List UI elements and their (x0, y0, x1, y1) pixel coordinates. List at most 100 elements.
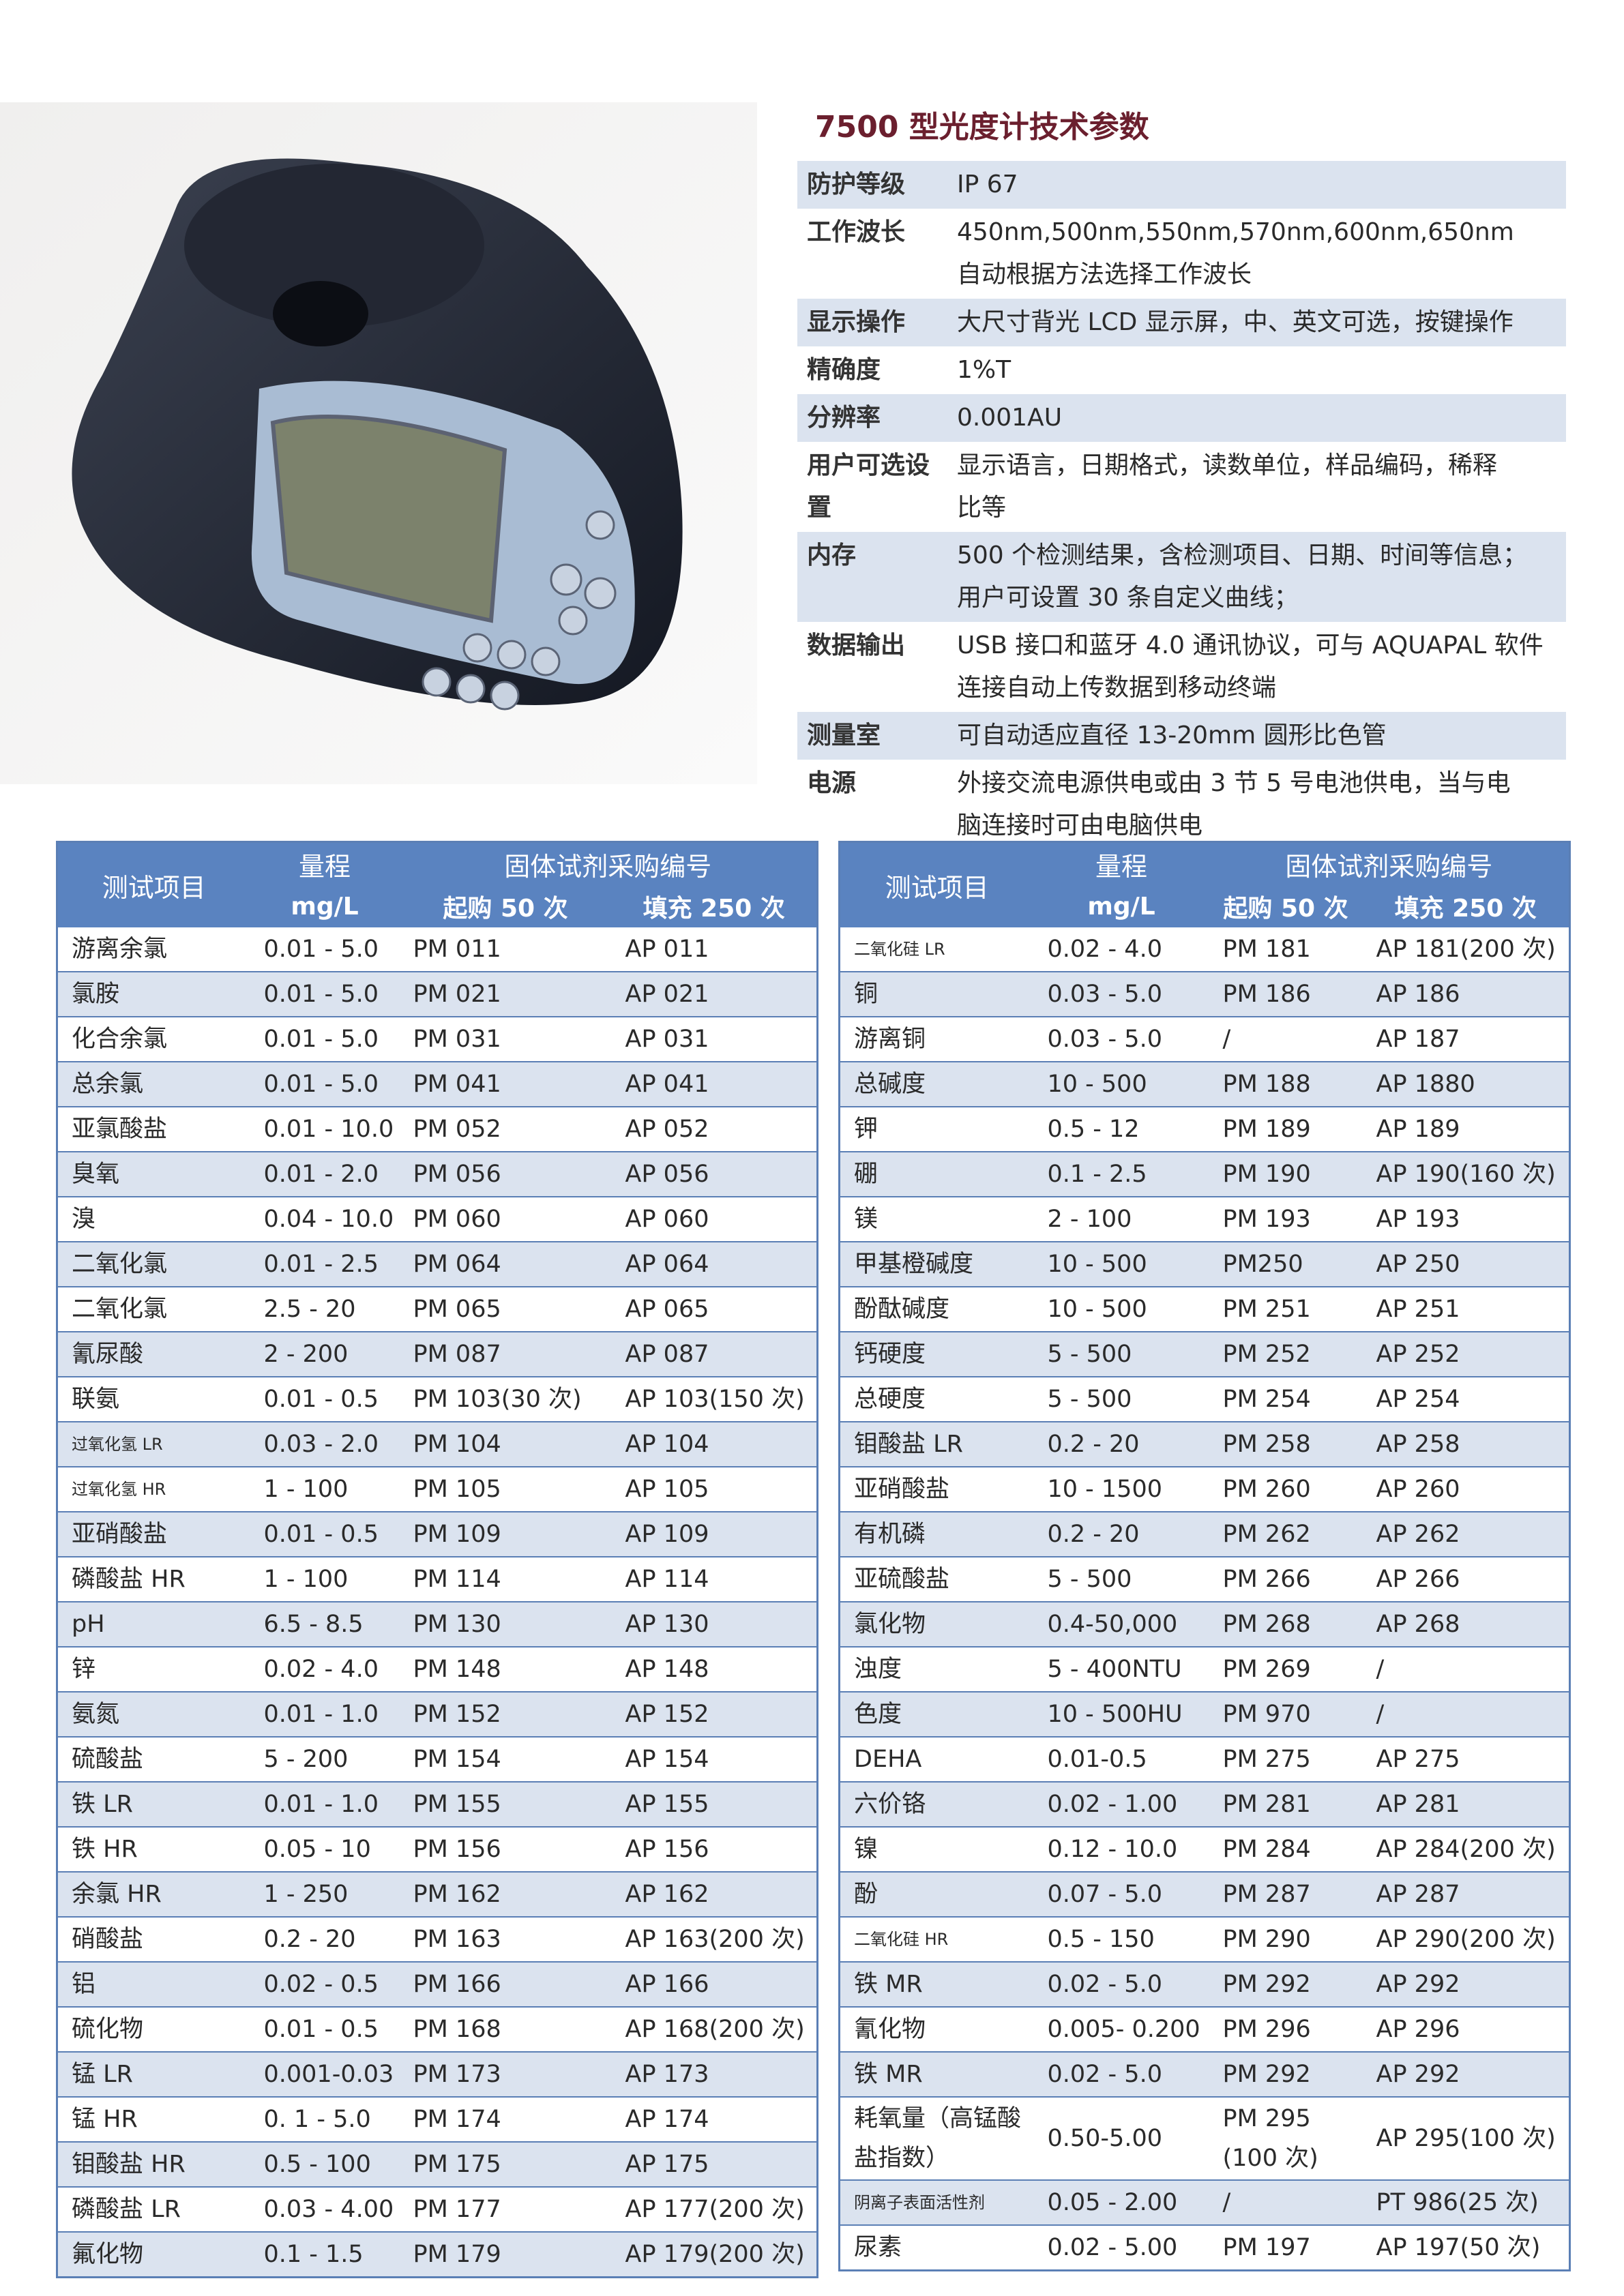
spec-line: 1%T (957, 356, 1012, 384)
start-code: PM 155 (399, 1782, 612, 1828)
refill-code: AP 295(100 次) (1362, 2097, 1570, 2181)
spec-row: 工作波长 450nm,500nm,550nm,570nm,600nm,650nm 自… (797, 209, 1566, 299)
spec-value: 500 个检测结果，含检测项目、日期、时间等信息； 用户可设置 30 条自定义曲线… (947, 532, 1566, 622)
start-code: PM 260 (1209, 1467, 1363, 1512)
start-code: PM 103(30 次) (399, 1377, 612, 1422)
table-row: 总余氯 0.01 - 5.0 PM 041 AP 041 (57, 1062, 818, 1107)
range: 0.1 - 2.5 (1033, 1152, 1209, 1197)
item-name: 六价铬 (839, 1782, 1034, 1828)
item-name: 尿素 (839, 2225, 1034, 2271)
range: 6.5 - 8.5 (250, 1602, 400, 1648)
refill-code: AP 262 (1362, 1512, 1570, 1557)
item-name: 硫化物 (57, 2007, 250, 2053)
refill-code: AP 258 (1362, 1422, 1570, 1467)
table-row: 磷酸盐 HR 1 - 100 PM 114 AP 114 (57, 1557, 818, 1602)
range: 0.50-5.00 (1033, 2097, 1209, 2181)
start-code: PM 152 (399, 1692, 612, 1738)
start-code: PM 281 (1209, 1782, 1363, 1828)
product-photo (0, 102, 757, 784)
range: 0.01 - 5.0 (250, 927, 400, 972)
start-code: PM 266 (1209, 1557, 1363, 1602)
range: 10 - 500 (1033, 1062, 1209, 1107)
spec-line: 脑连接时可由电脑供电 (957, 811, 1203, 839)
start-code: PM 162 (399, 1872, 612, 1918)
start-code: PM 188 (1209, 1062, 1363, 1107)
header-refill: 填充 250 次 (611, 885, 818, 927)
item-name: 溴 (57, 1197, 250, 1242)
start-code: PM 168 (399, 2007, 612, 2053)
item-name: 总硬度 (839, 1377, 1034, 1422)
start-code: PM 251 (1209, 1287, 1363, 1332)
header-unit: mg/L (1033, 885, 1209, 927)
table-row: 氟化物 0.1 - 1.5 PM 179 AP 179(200 次) (57, 2232, 818, 2278)
item-name: 钼酸盐 LR (839, 1422, 1034, 1467)
range: 0.05 - 10 (250, 1827, 400, 1873)
table-row: 钾 0.5 - 12 PM 189 AP 189 (839, 1107, 1570, 1152)
item-name: 氰化物 (839, 2007, 1034, 2053)
item-name: 氯胺 (57, 972, 250, 1017)
refill-code: AP 168(200 次) (611, 2007, 818, 2053)
refill-code: AP 060 (611, 1197, 818, 1242)
item-name: 有机磷 (839, 1512, 1034, 1557)
page-title: 7500 型光度计技术参数 (815, 110, 1149, 145)
table-row: 耗氧量（高锰酸盐指数） 0.50-5.00 PM 295 (100 次) AP 295… (839, 2097, 1570, 2181)
header-start: 起购 50 次 (399, 885, 612, 927)
item-name: 耗氧量（高锰酸盐指数） (839, 2097, 1034, 2181)
range: 0.02 - 4.0 (1033, 927, 1209, 972)
spec-value: 外接交流电源供电或由 3 节 5 号电池供电，当与电 脑连接时可由电脑供电 (947, 760, 1566, 850)
start-code: PM 173 (399, 2052, 612, 2098)
start-code: PM 065 (399, 1287, 612, 1332)
refill-code: AP 190(160 次) (1362, 1152, 1570, 1197)
item-name: 镁 (839, 1197, 1034, 1242)
range: 0.2 - 20 (250, 1917, 400, 1963)
range: 0.01 - 2.5 (250, 1242, 400, 1287)
spec-row: 内存 500 个检测结果，含检测项目、日期、时间等信息； 用户可设置 30 条自定义… (797, 532, 1566, 622)
spec-label: 显示操作 (797, 299, 947, 346)
item-name: 游离铜 (839, 1017, 1034, 1062)
refill-code: AP 193 (1362, 1197, 1570, 1242)
spec-row: 用户可选设置 显示语言，日期格式，读数单位，样品编码，稀释 比等 (797, 442, 1566, 532)
range: 5 - 400NTU (1033, 1647, 1209, 1693)
start-code: PM 292 (1209, 1962, 1363, 2008)
range: 0.01 - 10.0 (250, 1107, 400, 1152)
start-code: PM 284 (1209, 1827, 1363, 1873)
item-name: 酚 (839, 1872, 1034, 1918)
refill-code: AP 254 (1362, 1377, 1570, 1422)
item-name: 磷酸盐 LR (57, 2187, 250, 2233)
start-code: PM 114 (399, 1557, 612, 1602)
spec-label: 防护等级 (797, 161, 947, 209)
refill-code: AP 174 (611, 2097, 818, 2143)
range: 1 - 100 (250, 1557, 400, 1602)
refill-code: AP 065 (611, 1287, 818, 1332)
start-code: PM 031 (399, 1017, 612, 1062)
range: 0.04 - 10.0 (250, 1197, 400, 1242)
spec-value: 450nm,500nm,550nm,570nm,600nm,650nm 自动根据方… (947, 209, 1566, 299)
table-row: 溴 0.04 - 10.0 PM 060 AP 060 (57, 1197, 818, 1242)
item-name: 铜 (839, 972, 1034, 1017)
range: 10 - 500HU (1033, 1692, 1209, 1738)
range: 0.02 - 5.00 (1033, 2225, 1209, 2271)
start-code: PM 254 (1209, 1377, 1363, 1422)
header-item: 测试项目 (839, 841, 1034, 927)
range: 0.03 - 4.00 (250, 2187, 400, 2233)
spec-line: IP 67 (957, 170, 1018, 198)
spec-value: 0.001AU (947, 394, 1566, 442)
refill-code: AP 179(200 次) (611, 2232, 818, 2278)
table-row: 硝酸盐 0.2 - 20 PM 163 AP 163(200 次) (57, 1917, 818, 1963)
start-code: PM 166 (399, 1962, 612, 2008)
table-row: 游离余氯 0.01 - 5.0 PM 011 AP 011 (57, 927, 818, 972)
header-start: 起购 50 次 (1209, 885, 1363, 927)
refill-code: AP 155 (611, 1782, 818, 1828)
spec-label: 测量室 (797, 712, 947, 760)
start-code: PM 105 (399, 1467, 612, 1512)
refill-code: AP 292 (1362, 1962, 1570, 2008)
item-name: 二氧化硅 LR (839, 927, 1034, 972)
refill-code: PT 986(25 次) (1362, 2180, 1570, 2226)
spec-value: 1%T (947, 346, 1566, 394)
start-code: PM 021 (399, 972, 612, 1017)
item-name: 甲基橙碱度 (839, 1242, 1034, 1287)
range: 0.01 - 1.0 (250, 1692, 400, 1738)
spec-value: IP 67 (947, 161, 1566, 209)
table-row: 钼酸盐 LR 0.2 - 20 PM 258 AP 258 (839, 1422, 1570, 1467)
table-row: 亚硝酸盐 0.01 - 0.5 PM 109 AP 109 (57, 1512, 818, 1557)
